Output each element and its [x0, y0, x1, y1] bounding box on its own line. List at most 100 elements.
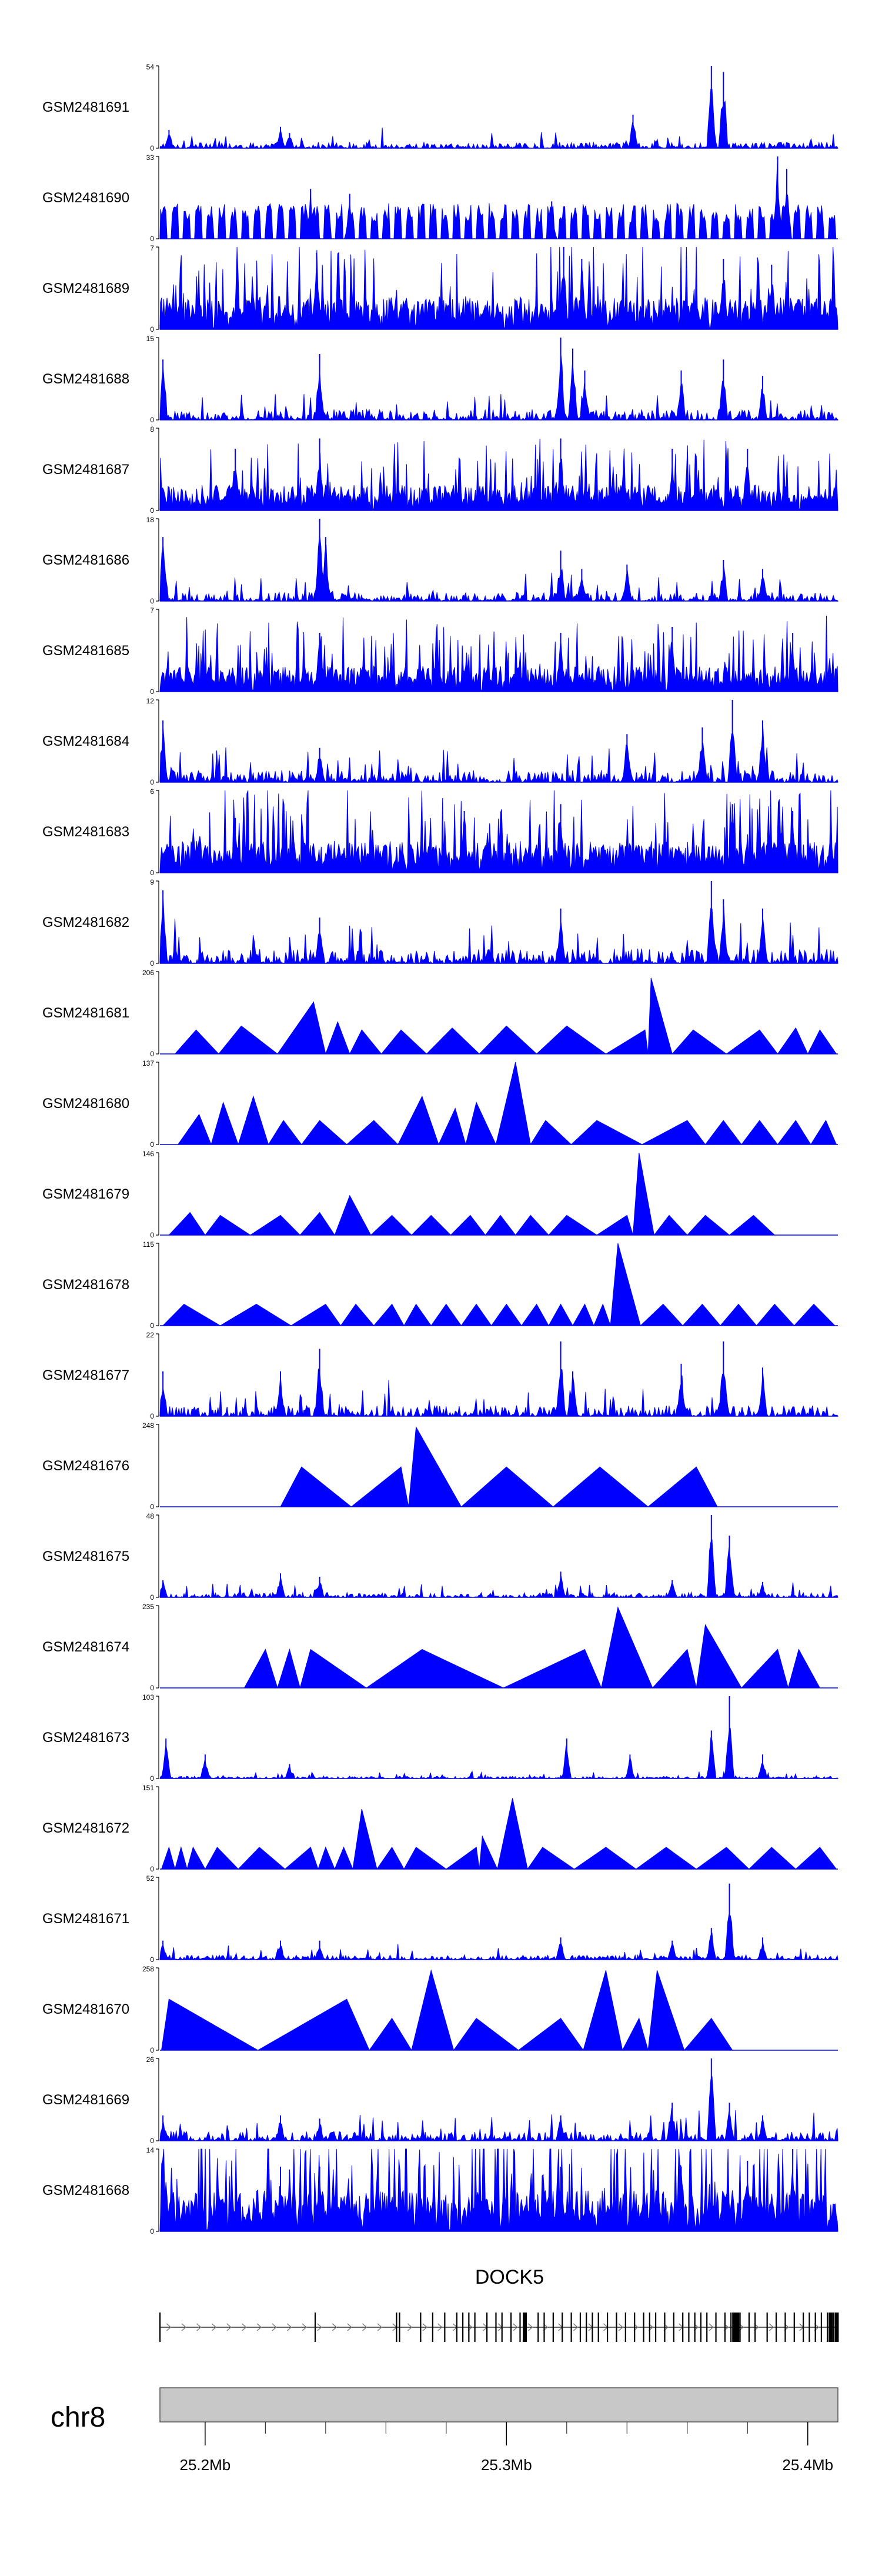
gene-exon — [519, 2313, 521, 2342]
x-axis-tick-label: 25.3Mb — [481, 2456, 532, 2474]
strand-arrow-icon — [527, 2323, 533, 2331]
gene-exon — [766, 2313, 768, 2342]
signal-area — [159, 1728, 839, 1780]
track-label: GSM2481678 — [42, 1277, 129, 1293]
gene-exon — [700, 2313, 702, 2342]
track-GSM2481669: GSM2481669 26 0 — [42, 2056, 838, 2145]
strand-arrow-icon — [769, 2323, 774, 2331]
signal-area — [162, 1243, 836, 1326]
strand-arrow-icon — [211, 2323, 217, 2331]
signal-area — [174, 977, 837, 1055]
gene-exon — [579, 2313, 582, 2342]
gene-exon — [827, 2313, 828, 2342]
track-label: GSM2481687 — [42, 462, 129, 478]
gene-name-label: DOCK5 — [475, 2266, 544, 2288]
strand-arrow-icon — [272, 2323, 277, 2331]
track-GSM2481684: GSM2481684 12 0 — [42, 697, 838, 786]
y-max-label: 33 — [146, 154, 155, 162]
track-GSM2481675: GSM2481675 48 0 — [42, 1512, 838, 1601]
track-GSM2481674: GSM2481674 235 0 — [42, 1603, 838, 1692]
y-max-label: 235 — [142, 1603, 154, 1611]
signal-area — [177, 1062, 837, 1145]
y-min-label: 0 — [150, 144, 154, 152]
gene-exon — [543, 2313, 545, 2342]
track-GSM2481680: GSM2481680 137 0 — [42, 1059, 838, 1149]
y-max-label: 115 — [143, 1240, 154, 1249]
signal-area — [280, 1426, 718, 1507]
track-label: GSM2481686 — [42, 552, 129, 568]
y-max-label: 146 — [142, 1150, 154, 1158]
strand-arrow-icon — [242, 2323, 247, 2331]
gene-exon — [474, 2313, 476, 2342]
signal-area — [159, 1368, 838, 1417]
gene-exon-wide — [735, 2313, 740, 2342]
y-min-label: 0 — [150, 1774, 154, 1783]
chromosome-ideogram-band — [159, 2387, 838, 2422]
y-max-label: 22 — [146, 1331, 155, 1339]
strand-arrow-icon — [302, 2323, 307, 2331]
gene-model-track: DOCK5 — [159, 2266, 839, 2342]
gene-exon — [649, 2313, 650, 2342]
track-label: GSM2481683 — [42, 824, 129, 840]
strand-arrow-icon — [196, 2323, 202, 2331]
strand-arrow-icon — [286, 2323, 292, 2331]
strand-arrow-icon — [709, 2323, 714, 2331]
y-min-label: 0 — [150, 506, 154, 515]
signal-area — [159, 1913, 838, 1961]
track-GSM2481690: GSM2481690 33 0 — [42, 154, 838, 243]
y-min-label: 0 — [150, 1684, 154, 1692]
gene-exon — [159, 2313, 161, 2342]
track-GSM2481688: GSM2481688 15 0 — [42, 335, 838, 424]
y-max-label: 137 — [142, 1059, 154, 1067]
y-min-label: 0 — [150, 1865, 154, 1873]
track-label: GSM2481669 — [42, 2092, 129, 2108]
signal-area — [168, 1152, 776, 1236]
track-GSM2481671: GSM2481671 52 0 — [42, 1874, 838, 1964]
gene-exon — [748, 2313, 750, 2342]
gene-exon — [634, 2313, 636, 2342]
gene-exon — [715, 2313, 717, 2342]
gene-exon — [597, 2313, 599, 2342]
y-min-label: 0 — [150, 1593, 154, 1601]
signal-area — [161, 1969, 733, 2051]
y-max-label: 151 — [142, 1784, 154, 1792]
gene-exon — [775, 2313, 777, 2342]
track-label: GSM2481690 — [42, 190, 129, 206]
signal-area — [159, 439, 838, 511]
gene-exon — [688, 2313, 690, 2342]
track-label: GSM2481671 — [42, 1911, 129, 1927]
strand-arrow-icon — [256, 2323, 262, 2331]
gene-exon — [396, 2313, 397, 2342]
y-max-label: 7 — [150, 244, 154, 252]
signal-area — [159, 615, 838, 692]
gene-exon — [814, 2313, 816, 2342]
y-max-label: 14 — [146, 2146, 155, 2154]
track-GSM2481668: GSM2481668 14 0 — [42, 2146, 838, 2235]
signal-area — [159, 790, 838, 873]
gene-exon — [730, 2313, 732, 2342]
gene-exon — [586, 2313, 587, 2342]
track-GSM2481670: GSM2481670 258 0 — [42, 1965, 838, 2054]
y-max-label: 258 — [142, 1965, 154, 1973]
track-label: GSM2481682 — [42, 915, 129, 930]
signal-area — [243, 1606, 821, 1689]
x-axis-tick-label: 25.4Mb — [782, 2456, 833, 2474]
gene-exon — [724, 2313, 726, 2342]
strand-arrow-icon — [362, 2323, 368, 2331]
y-min-label: 0 — [150, 2137, 154, 2145]
gene-exon — [754, 2313, 756, 2342]
gene-exon — [444, 2313, 446, 2342]
y-min-label: 0 — [150, 1050, 154, 1058]
gene-exon — [570, 2313, 572, 2342]
gene-exon — [432, 2313, 433, 2342]
y-min-label: 0 — [150, 2227, 154, 2235]
y-min-label: 0 — [150, 597, 154, 605]
track-label: GSM2481673 — [42, 1730, 129, 1746]
track-label: GSM2481681 — [42, 1005, 129, 1021]
gene-exon — [552, 2313, 554, 2342]
track-GSM2481676: GSM2481676 248 0 — [42, 1422, 838, 1511]
track-label: GSM2481680 — [42, 1096, 129, 1112]
gene-exon — [664, 2313, 666, 2342]
y-max-label: 206 — [142, 969, 154, 977]
